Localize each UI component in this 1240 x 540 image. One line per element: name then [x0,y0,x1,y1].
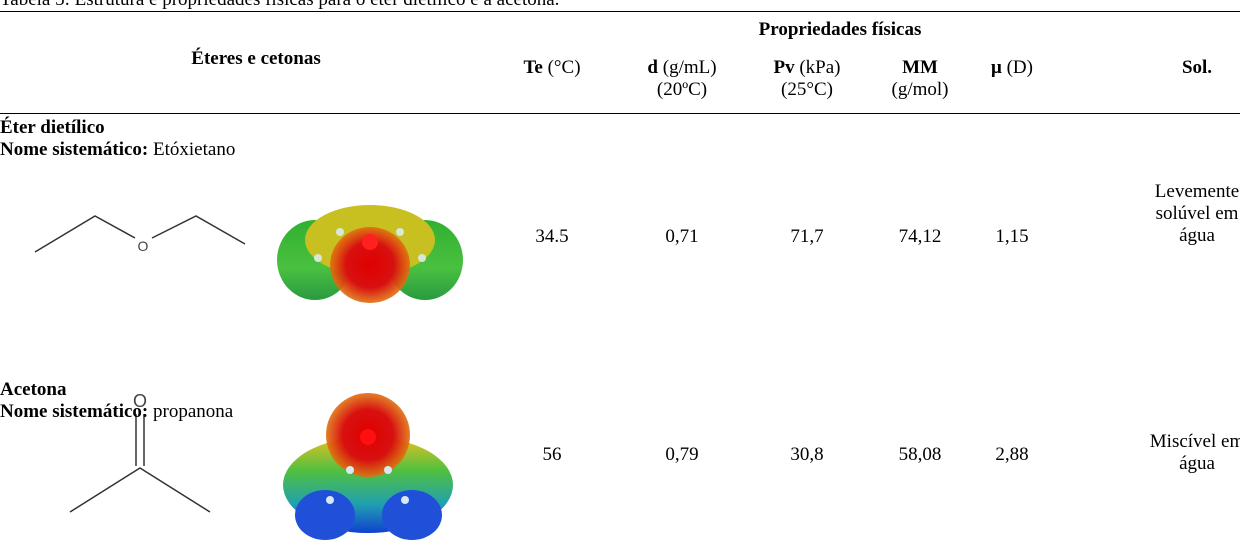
unit: (D) [1007,57,1033,78]
cell: 74,12 [899,226,942,248]
caption: Tabela 5: Estrutura e propriedades físic… [0,0,559,11]
label: Nome sistemático: [0,139,148,160]
column-header: μ (D) [991,57,1033,79]
column-header: d (g/mL)(20ºC) [647,57,716,101]
column-header: Pv (kPa)(25°C) [773,57,840,101]
value: Etóxietano [153,139,235,160]
cell: 2,88 [995,444,1028,466]
cell: 58,08 [899,444,942,466]
column-header: MM(g/mol) [892,57,949,101]
systematic-name: Nome sistemático: Etóxietano [0,139,235,161]
systematic-name: Nome sistemático: propanona [0,401,233,423]
atom-label: O [138,238,149,254]
symbol: MM [902,57,938,78]
molecule-drawings: O O [0,0,1240,540]
cell: 0,71 [665,226,698,248]
compound-name: Éter dietílico [0,117,105,139]
condition: (20ºC) [657,79,707,100]
group-header: Propriedades físicas [759,19,922,41]
cell: 0,79 [665,444,698,466]
symbol: Te [523,57,542,78]
cell: Miscível em água [1138,431,1240,475]
ether-potential-map [277,205,463,303]
column-header: Éteres e cetonas [191,48,320,70]
symbol: μ [991,57,1002,78]
value: propanona [153,401,233,422]
cell: 71,7 [790,226,823,248]
header-rule [0,113,1240,114]
unit: (°C) [548,57,581,78]
label: Nome sistemático: [0,401,148,422]
unit: (g/mol) [892,79,949,100]
column-header: Sol. [1182,57,1212,79]
compound-name: Acetona [0,379,66,401]
cell: 34.5 [535,226,568,248]
column-header: Te (°C) [523,57,580,79]
cell: Levemente solúvel em água [1138,181,1240,247]
cell: 30,8 [790,444,823,466]
symbol: Pv [773,57,794,78]
symbol: d [647,57,658,78]
unit: (kPa) [799,57,840,78]
cell: 1,15 [995,226,1028,248]
acetone-structure [70,414,210,512]
condition: (25°C) [781,79,833,100]
acetone-potential-map [283,393,453,540]
page: {"caption": "Tabela 5: Estrutura e propr… [0,0,1240,540]
cell: 56 [543,444,562,466]
top-rule [0,11,1240,12]
unit: (g/mL) [663,57,717,78]
